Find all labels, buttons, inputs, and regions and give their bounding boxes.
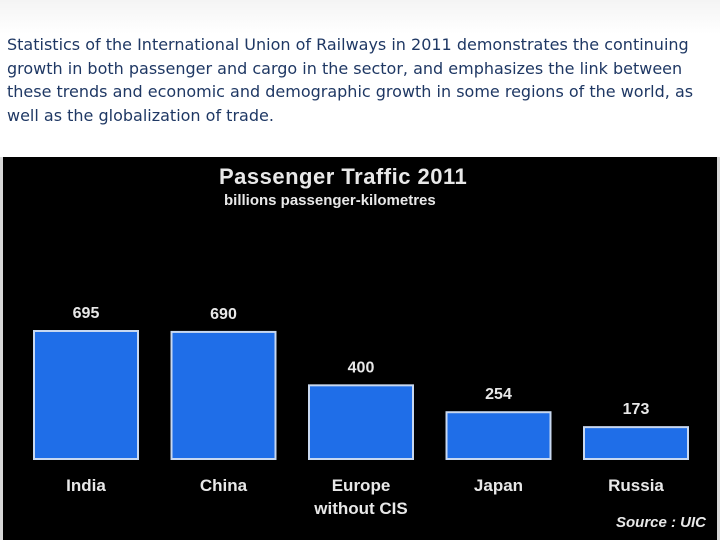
data-label-1: 690 — [210, 306, 237, 323]
bar-0 — [33, 330, 139, 460]
chart-subtitle: billions passenger-kilometres — [224, 192, 436, 209]
chart-title: Passenger Traffic 2011 — [219, 164, 468, 189]
data-label-4: 173 — [623, 401, 650, 418]
data-label-0: 695 — [73, 305, 100, 322]
category-label-3: Japan — [474, 476, 523, 495]
chart-source: Source : UIC — [615, 514, 706, 531]
category-label-4: Russia — [608, 476, 664, 495]
category-label-0: India — [66, 476, 106, 495]
intro-paragraph: Statistics of the International Union of… — [7, 35, 694, 125]
bar-4 — [583, 426, 689, 460]
category-label-1: China — [200, 476, 248, 495]
bar-3 — [445, 411, 552, 460]
bar-chart: 695 India 690 China 400 Europe without CIS 254 J… — [33, 305, 689, 518]
bar-1 — [170, 330, 277, 461]
slide-top-band — [0, 0, 720, 34]
category-label-2: Europe without CIS — [313, 476, 407, 518]
bar-2 — [308, 384, 414, 460]
data-label-2: 400 — [348, 359, 375, 376]
chart-panel: 695 India 690 China 400 Europe without CIS 254 J… — [0, 157, 720, 540]
data-label-3: 254 — [485, 386, 512, 403]
